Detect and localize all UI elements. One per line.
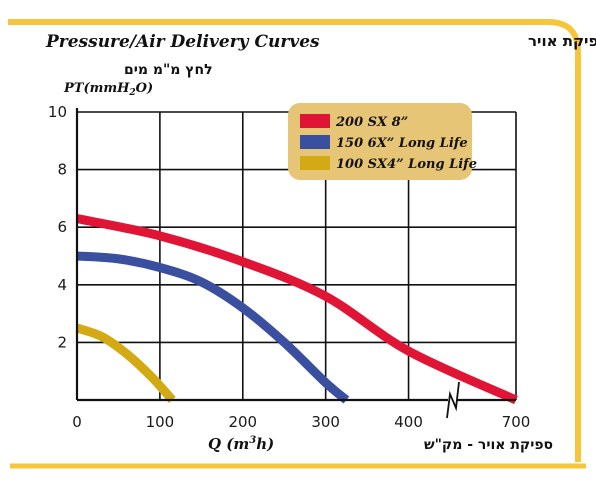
- legend-swatch: [300, 135, 330, 149]
- legend-label: 200 SX 8”: [335, 115, 408, 130]
- series-line: [76, 214, 518, 405]
- x-tick-label: 100: [146, 413, 175, 431]
- legend-items: 200 SX 8” 150 6X” Long Life 100 SX4” Long …: [300, 114, 477, 172]
- legend-swatch: [300, 156, 330, 170]
- frame-border: [8, 19, 581, 462]
- y-tick-label: 10: [48, 103, 67, 121]
- y-tick-label: 4: [57, 276, 67, 294]
- legend-label: 100 SX4” Long Life: [336, 157, 477, 172]
- x-tick-label: 0: [72, 413, 82, 431]
- series-line: [75, 323, 176, 404]
- x-tick-label: 200: [228, 413, 257, 431]
- chart-title-he: עקומת לחץ / ספיקת אויר: [528, 32, 596, 50]
- legend-box: [288, 103, 472, 180]
- y-axis-label-he: לחץ מ"מ מים: [124, 62, 213, 78]
- y-tick-label: 2: [57, 333, 67, 351]
- chart-title-en: Pressure/Air Delivery Curves: [45, 32, 320, 52]
- y-tick-label: 6: [57, 218, 67, 236]
- axis-break-mark: [446, 381, 460, 419]
- legend-label: 150 6X” Long Life: [336, 136, 468, 151]
- x-tick-label: 400: [394, 413, 423, 431]
- x-tick-label: 700: [502, 413, 531, 431]
- y-axis-label-en: PT(mmH2O): [63, 81, 153, 98]
- x-tick-label: 300: [311, 413, 340, 431]
- x-axis-label-en: Q (m3h): [208, 435, 274, 453]
- y-tick-label: 8: [57, 161, 67, 179]
- axis-layer: [75, 108, 516, 419]
- legend-swatch: [300, 114, 330, 128]
- series-line: [76, 251, 350, 404]
- x-axis-label-he: ספיקת אויר - מק"ש: [424, 437, 553, 453]
- legend: 200 SX 8” 150 6X” Long Life 100 SX4” Long …: [288, 103, 477, 180]
- series-layer: [75, 214, 518, 405]
